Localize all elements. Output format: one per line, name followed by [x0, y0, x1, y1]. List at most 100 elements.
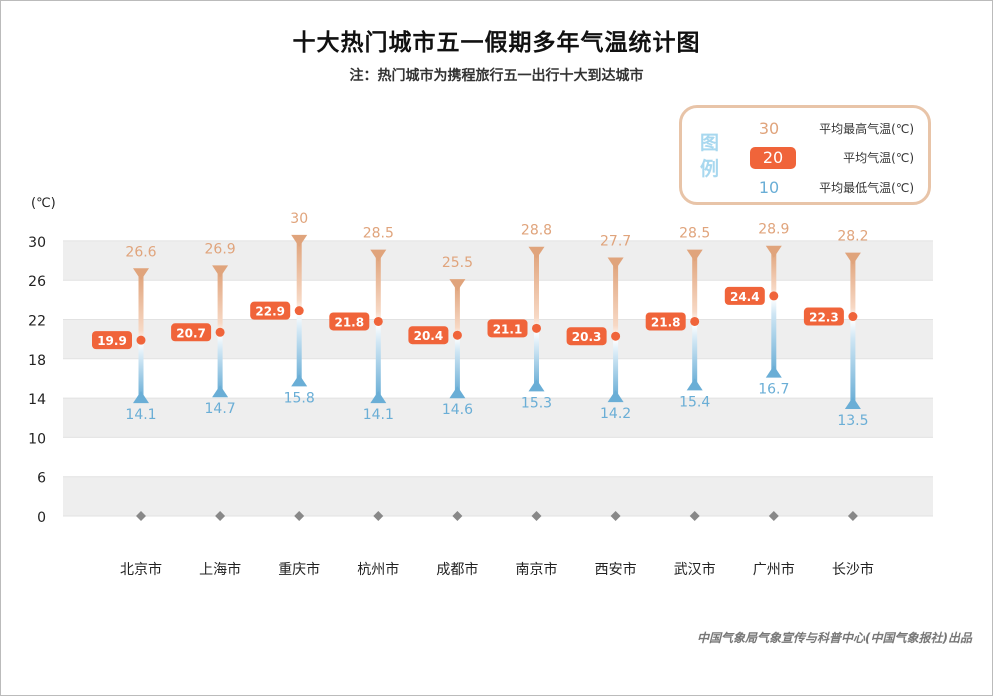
avg-dot — [532, 323, 541, 333]
chart-subtitle: 注：热门城市为携程旅行五一出行十大到达城市 — [349, 68, 644, 84]
range-bar — [613, 263, 619, 397]
avg-label: 21.1 — [493, 322, 523, 336]
baseline-diamond — [531, 511, 542, 521]
avg-label: 22.9 — [255, 305, 285, 319]
low-marker — [765, 365, 782, 378]
low-marker — [133, 391, 149, 404]
avg-label-box — [250, 301, 291, 320]
grid-band — [63, 476, 933, 516]
low-marker — [686, 378, 703, 391]
range-bar — [850, 258, 856, 404]
legend-item-high: 30 平均最高气温(℃) — [742, 118, 914, 140]
low-label: 15.4 — [679, 394, 710, 410]
high-marker — [291, 234, 308, 247]
high-marker — [528, 246, 545, 259]
baseline-diamond — [136, 511, 146, 521]
avg-dot — [452, 330, 462, 340]
x-category-label: 北京市 — [120, 561, 162, 578]
avg-dot — [611, 331, 621, 341]
high-marker — [449, 279, 466, 292]
low-marker — [291, 374, 308, 387]
avg-label-box — [566, 327, 607, 346]
low-label: 14.6 — [442, 402, 473, 418]
legend-title: 图例 — [700, 132, 720, 180]
avg-label: 20.7 — [176, 326, 206, 340]
avg-label: 24.4 — [730, 290, 760, 304]
low-label: 15.3 — [521, 395, 552, 411]
baseline-diamond — [610, 511, 621, 521]
chart-title: 十大热门城市五一假期多年气温统计图 — [292, 30, 701, 56]
avg-label-box — [487, 319, 528, 338]
high-marker — [607, 257, 624, 270]
baseline-diamond — [847, 511, 858, 521]
high-label: 30 — [290, 211, 308, 227]
low-label: 14.2 — [600, 406, 631, 422]
high-marker — [844, 252, 861, 265]
legend-label-avg: 平均气温(℃) — [843, 151, 914, 165]
range-bar — [375, 255, 381, 398]
avg-label: 19.9 — [97, 334, 127, 348]
y-axis-unit: (℃) — [31, 196, 56, 211]
avg-dot — [373, 316, 383, 326]
avg-label: 22.3 — [809, 311, 839, 325]
y-tick-label: 0 — [37, 510, 46, 526]
baseline-diamond — [294, 511, 305, 521]
low-marker — [370, 391, 387, 404]
legend: 图例 30 平均最高气温(℃) 20 平均气温(℃) 10 平均最低气温(℃) — [679, 105, 931, 205]
avg-label-box — [408, 326, 449, 345]
x-category-label: 西安市 — [595, 561, 637, 578]
low-marker — [528, 379, 545, 392]
avg-label: 20.3 — [572, 330, 602, 344]
x-category-label: 成都市 — [436, 561, 478, 578]
low-label: 14.1 — [363, 407, 394, 423]
footer-credit: 中国气象局气象宣传与科普中心(中国气象报社)出品 — [697, 631, 972, 645]
high-label: 28.8 — [521, 223, 552, 239]
legend-sample-avg: 20 — [750, 147, 796, 169]
y-tick-label: 26 — [28, 274, 46, 290]
high-marker — [212, 265, 229, 278]
y-tick-label: 14 — [28, 392, 46, 408]
avg-dot — [136, 335, 146, 345]
legend-sample-low: 10 — [758, 178, 780, 197]
legend-label-low: 平均最低气温(℃) — [819, 181, 914, 195]
chart-plot: 0 6 10 14 18 22 26 30 (℃) 19.9 26.6 14.1 北京市 20.7 26.9… — [28, 196, 933, 578]
avg-label-box — [645, 312, 686, 331]
range-bar — [771, 251, 777, 372]
x-category-label: 南京市 — [516, 561, 558, 578]
x-category-label: 武汉市 — [674, 561, 716, 578]
baseline-diamond — [452, 511, 463, 521]
baseline-diamond — [215, 511, 226, 521]
grid-band — [63, 398, 933, 438]
avg-label-box — [92, 331, 132, 350]
avg-label-box — [803, 307, 844, 326]
avg-dot — [215, 327, 225, 337]
legend-item-avg: 20 平均气温(℃) — [742, 147, 914, 169]
baseline-diamond — [768, 511, 779, 521]
x-category-label: 上海市 — [199, 561, 241, 578]
x-category-label: 长沙市 — [832, 561, 874, 578]
avg-dot — [294, 306, 304, 316]
avg-label: 21.8 — [651, 315, 681, 329]
avg-dot — [848, 312, 858, 322]
avg-label-box — [171, 323, 212, 342]
high-marker — [686, 249, 703, 262]
y-tick-label: 10 — [28, 431, 46, 447]
x-category-label: 杭州市 — [357, 561, 399, 578]
avg-dot — [690, 316, 700, 326]
low-marker — [844, 397, 861, 410]
legend-item-low: 10 平均最低气温(℃) — [742, 177, 914, 199]
low-label: 14.7 — [205, 401, 236, 417]
low-label: 13.5 — [837, 413, 868, 429]
avg-label: 21.8 — [334, 315, 364, 329]
x-category-label: 重庆市 — [278, 561, 320, 578]
high-label: 28.2 — [837, 229, 868, 245]
high-label: 25.5 — [442, 255, 473, 271]
low-label: 15.8 — [284, 390, 315, 406]
y-tick-label: 6 — [37, 471, 46, 487]
avg-label-box — [724, 286, 765, 305]
baseline-diamond — [373, 511, 384, 521]
range-bar — [534, 252, 539, 386]
high-marker — [133, 268, 149, 281]
high-label: 28.9 — [758, 222, 789, 238]
